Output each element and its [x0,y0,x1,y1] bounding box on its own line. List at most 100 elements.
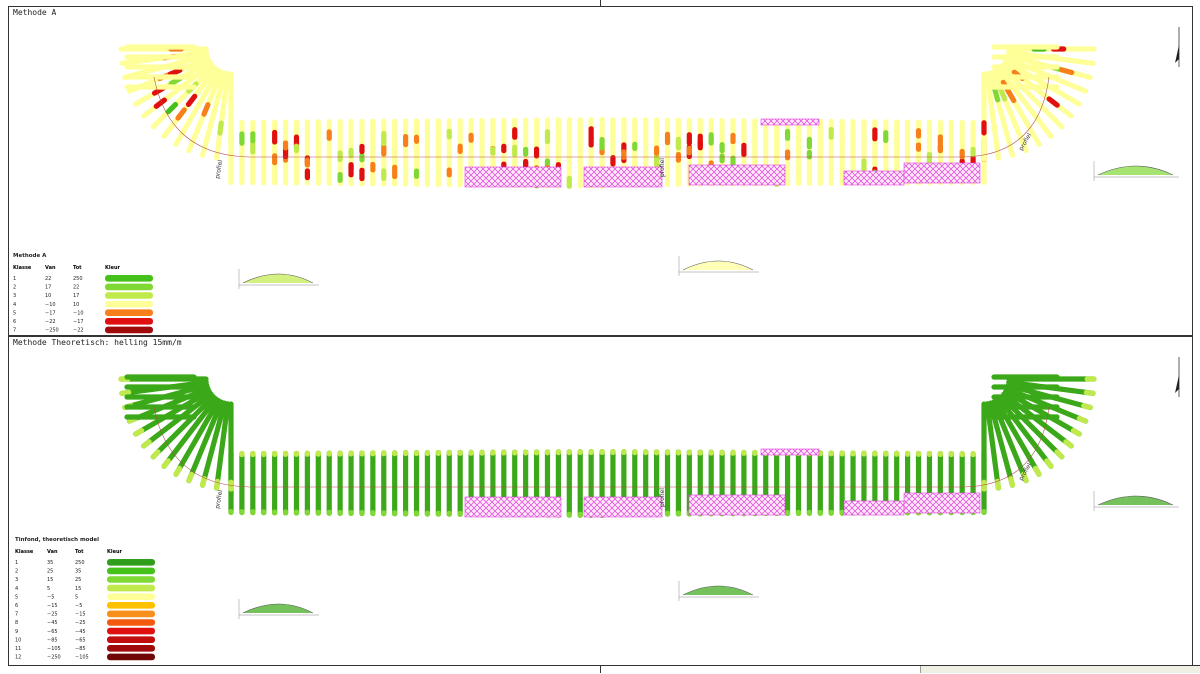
legend-klasse: 6 [15,603,18,609]
legend-row: 11 −105 −85 [15,645,155,652]
legend-van: −105 [47,646,61,652]
profile-bar [272,450,278,516]
legend-swatch [107,627,155,635]
profile-bar [413,118,420,187]
cross-section-inset [1093,161,1179,181]
hatched-zone [903,492,981,514]
title-block [920,666,1200,673]
hatched-zone [843,500,905,516]
profile-bar [141,61,214,119]
profile-bar [675,117,682,187]
profile-bar [250,451,256,516]
cross-section-inset [238,599,319,619]
bottom-title-strip [8,665,1200,674]
legend-row: 3 15 25 [15,576,155,583]
profile-bar [315,119,321,186]
legend-klasse: 2 [13,285,16,291]
legend-klasse: 2 [15,569,18,575]
legend-van: −15 [47,603,58,609]
profile-bar [272,119,278,186]
legend-van: −22 [45,319,56,325]
profile-bar [795,450,802,516]
profile-bar [839,118,845,186]
legend-tot: −10 [73,310,84,316]
legend-tot: 250 [75,560,85,566]
profile-bar [348,119,354,187]
profile-bar [839,450,845,516]
hatched-zone [583,166,663,188]
profile-bar [304,119,310,186]
profile-bar [424,450,431,517]
legend-tot: −105 [75,655,89,661]
legend-van: −5 [47,594,54,600]
profile-bar [664,449,671,517]
legend-klasse: 10 [15,637,21,643]
legend-row: 5 −17 −10 [13,309,153,316]
profile-bar [993,398,1042,477]
legend-header-klasse: Klasse [13,265,32,271]
profile-bar [261,451,267,516]
legend-van: 35 [47,560,53,566]
legend-header-van: Van [47,549,58,555]
legend-row: 1 35 250 [15,559,155,566]
profile-bar [850,119,856,186]
profile-bar [186,69,225,154]
legend-tot: −65 [75,637,86,643]
profile-bar [435,118,441,188]
profile-bar [282,119,289,186]
legend-klasse: 5 [15,594,18,600]
profile-bar [348,450,354,516]
north-arrow-icon [1175,357,1180,397]
legend-row: 7 −25 −15 [15,610,155,618]
legend-row: 6 −15 −5 [15,602,155,609]
legend-klasse: 12 [15,655,21,661]
legend-row: 8 −45 −25 [15,619,155,626]
profile-bar [984,401,1001,491]
legend-tot: 17 [73,293,79,299]
profile-label: profiel [214,159,224,179]
legend-tot: 5 [75,594,78,600]
profile-bar [337,450,343,516]
legend-van: 10 [45,293,51,299]
profile-bar [566,117,572,189]
legend-swatch [107,567,155,575]
legend-swatch [105,300,153,308]
cross-section-inset [678,581,759,601]
profile-bar [403,450,409,517]
profile-bar [446,118,452,188]
legend-tot: −15 [75,612,86,618]
hatched-zone [903,162,981,184]
hatched-zone [688,164,786,186]
legend-a: Methode A Klasse Van Tot Kleur 1 22 250 2 17… [13,253,153,334]
legend-tot: −5 [75,603,82,609]
legend-header-tot: Tot [73,265,82,271]
hatched-zone [760,448,820,456]
profile-bar [795,118,802,187]
legend-tot: 25 [75,577,81,583]
hatched-zone [464,496,562,518]
profile-bar [370,450,376,517]
hatched-zone [688,494,786,516]
legend-row: 9 −65 −45 [15,627,155,635]
profile-bar [173,398,222,477]
profile-bar [883,119,889,186]
legend-header-van: Van [45,265,56,271]
legend-swatch [107,636,155,643]
profile-bar [239,451,245,516]
legend-van: −250 [45,328,59,334]
profile-bar [435,449,441,517]
legend-swatch [107,602,155,609]
profile-bar [984,71,1001,161]
legend-van: −85 [47,637,58,643]
legend-swatch [107,610,155,618]
cross-section-inset [678,256,759,276]
profile-label: profiel [659,488,666,507]
profile-bar [161,396,219,469]
profile-bar [566,449,572,518]
legend-row: 6 −22 −17 [13,318,153,325]
legend-swatch [105,275,153,282]
profile-bar [161,66,219,139]
sheet-divider [600,0,601,6]
